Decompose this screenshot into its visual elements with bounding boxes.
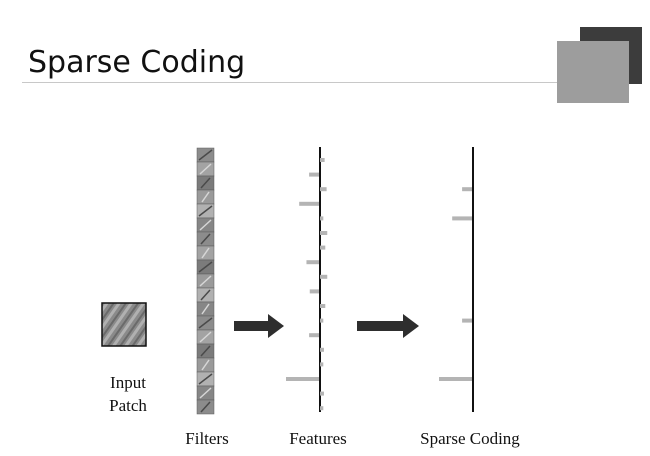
filter-stroke-11 xyxy=(201,303,210,315)
feature-bar-16 xyxy=(320,391,324,396)
filter-stroke-13 xyxy=(199,331,212,343)
feature-bar-14 xyxy=(320,362,324,367)
feature-bar-13 xyxy=(320,347,324,352)
sparse-bar-11 xyxy=(462,318,472,323)
filter-stroke-2 xyxy=(200,177,211,189)
filter-stroke-1 xyxy=(199,163,212,175)
filter-stroke-6 xyxy=(200,233,211,245)
feature-bar-12 xyxy=(309,333,319,338)
filter-stroke-3 xyxy=(201,191,210,203)
feature-bar-11 xyxy=(320,318,324,323)
filter-stroke-8 xyxy=(198,261,213,273)
input-label-line1: Input xyxy=(110,373,146,392)
feature-bar-9 xyxy=(309,289,319,294)
filter-stroke-7 xyxy=(201,247,210,259)
sparse-bar-4 xyxy=(452,216,472,221)
filter-stroke-16 xyxy=(198,373,213,385)
sparse-bar-2 xyxy=(462,187,472,192)
feature-bars xyxy=(286,158,328,411)
title-underline xyxy=(22,82,560,83)
feature-bar-1 xyxy=(309,172,319,177)
filter-bank xyxy=(196,147,215,415)
feature-bar-15 xyxy=(286,377,319,381)
feature-bar-7 xyxy=(306,260,319,265)
filter-stroke-15 xyxy=(201,359,210,371)
feature-bar-4 xyxy=(320,216,324,221)
arrow-right-icon xyxy=(357,314,419,338)
input-patch xyxy=(101,302,147,347)
filter-stroke-12 xyxy=(198,317,213,329)
filters-label: Filters xyxy=(185,429,228,448)
features-label: Features xyxy=(289,429,347,448)
input-label-line2: Patch xyxy=(109,396,147,415)
filter-stroke-14 xyxy=(200,345,211,357)
feature-bar-17 xyxy=(320,406,324,411)
feature-bar-0 xyxy=(320,158,325,162)
filter-stroke-0 xyxy=(198,149,213,161)
corner-decoration-light xyxy=(557,41,629,103)
feature-bar-6 xyxy=(320,245,326,250)
filter-stroke-9 xyxy=(199,275,212,287)
feature-bar-5 xyxy=(320,231,328,235)
feature-bar-8 xyxy=(320,274,328,279)
sparse-coding-label: Sparse Coding xyxy=(420,429,520,448)
feature-bar-3 xyxy=(299,201,319,206)
slide-title: Sparse Coding xyxy=(28,45,246,80)
filter-stroke-17 xyxy=(199,387,212,399)
sparse-bar-15 xyxy=(439,377,472,381)
filter-stroke-4 xyxy=(198,205,213,217)
filter-stroke-5 xyxy=(199,219,212,231)
filter-stroke-10 xyxy=(200,289,211,301)
feature-bar-2 xyxy=(320,187,327,192)
feature-bar-10 xyxy=(320,304,326,308)
arrow-right-icon xyxy=(234,314,284,338)
filter-stroke-18 xyxy=(200,401,211,413)
sparse-bars xyxy=(439,187,472,381)
